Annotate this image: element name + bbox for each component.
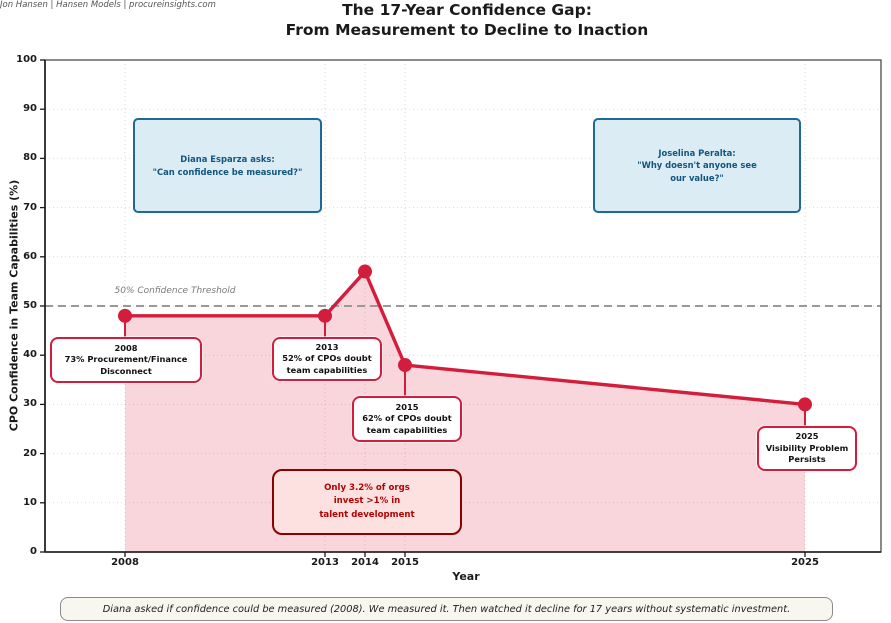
data-point-marker: [358, 264, 372, 279]
annotation-2013-line1: 2013: [315, 341, 339, 352]
quote-joselina-line3: our value?": [670, 172, 724, 183]
x-tick-label: 2013: [311, 557, 339, 568]
figure-caption-text: Diana asked if confidence could be measu…: [102, 603, 791, 615]
quote-box-joselina: Joselina Peralta: "Why doesn't anyone se…: [593, 118, 801, 213]
invest-line3: talent development: [319, 509, 415, 520]
quote-box-diana: Diana Esparza asks: "Can confidence be m…: [133, 118, 322, 213]
confidence-area-fill: [125, 271, 805, 552]
data-point-marker: [798, 397, 812, 412]
y-tick-label: 100: [16, 54, 37, 65]
annotation-2025: 2025 Visibility Problem Persists: [757, 426, 857, 471]
annotation-2013-line2: 52% of CPOs doubt: [282, 353, 372, 364]
y-tick-label: 70: [23, 201, 37, 213]
data-point-marker: [118, 308, 132, 323]
annotation-2015-line2: 62% of CPOs doubt: [362, 413, 452, 424]
annotation-2008-line2: 73% Procurement/Finance: [64, 354, 188, 365]
data-point-marker: [318, 308, 332, 323]
y-tick-label: 10: [23, 496, 37, 508]
annotation-2008-line1: 2008: [114, 342, 138, 353]
annotation-2008-line3: Disconnect: [100, 365, 152, 376]
x-tick-label: 2025: [791, 557, 819, 568]
threshold-label: 50% Confidence Threshold: [114, 286, 236, 296]
annotation-2025-line1: 2025: [795, 431, 819, 442]
x-tick-label: 2008: [111, 557, 139, 568]
annotation-2025-line3: Persists: [788, 454, 826, 465]
x-tick-label: 2014: [351, 557, 379, 568]
annotation-2015: 2015 62% of CPOs doubt team capabilities: [352, 396, 462, 442]
credit-text: Jon Hansen | Hansen Models | procureinsi…: [0, 0, 216, 10]
y-tick-label: 90: [23, 103, 37, 115]
y-tick-label: 40: [23, 349, 37, 361]
quote-joselina-line2: "Why doesn't anyone see: [637, 160, 757, 171]
quote-joselina-line1: Joselina Peralta:: [658, 147, 736, 158]
chart-title-line1: The 17-Year Confidence Gap:: [342, 1, 592, 19]
y-tick-label: 50: [23, 300, 37, 311]
y-tick-label: 0: [30, 546, 37, 557]
quote-diana-line2: "Can confidence be measured?": [152, 166, 303, 177]
annotation-2013-line3: team capabilities: [286, 364, 368, 375]
x-tick-label: 2015: [391, 557, 419, 568]
invest-line1: Only 3.2% of orgs: [324, 483, 410, 494]
annotation-2015-line1: 2015: [395, 401, 419, 412]
chart-title-line2: From Measurement to Decline to Inaction: [285, 21, 649, 39]
invest-line2: invest >1% in: [333, 496, 401, 507]
annotation-talent-investment: Only 3.2% of orgs invest >1% in talent d…: [272, 469, 462, 535]
annotation-2008: 2008 73% Procurement/Finance Disconnect: [50, 337, 202, 383]
annotation-2015-line3: team capabilities: [366, 424, 448, 435]
x-axis-label: Year: [452, 570, 480, 583]
y-tick-label: 20: [23, 447, 37, 459]
annotation-2013: 2013 52% of CPOs doubt team capabilities: [272, 337, 382, 381]
data-point-marker: [398, 358, 412, 373]
y-tick-label: 80: [23, 152, 37, 164]
y-tick-label: 30: [23, 398, 37, 410]
y-tick-label: 60: [23, 250, 37, 262]
annotation-2025-line2: Visibility Problem: [765, 442, 849, 453]
chart-title: The 17-Year Confidence Gap: From Measure…: [0, 0, 891, 40]
quote-diana-line1: Diana Esparza asks:: [180, 153, 275, 164]
figure-caption: Diana asked if confidence could be measu…: [60, 597, 833, 621]
